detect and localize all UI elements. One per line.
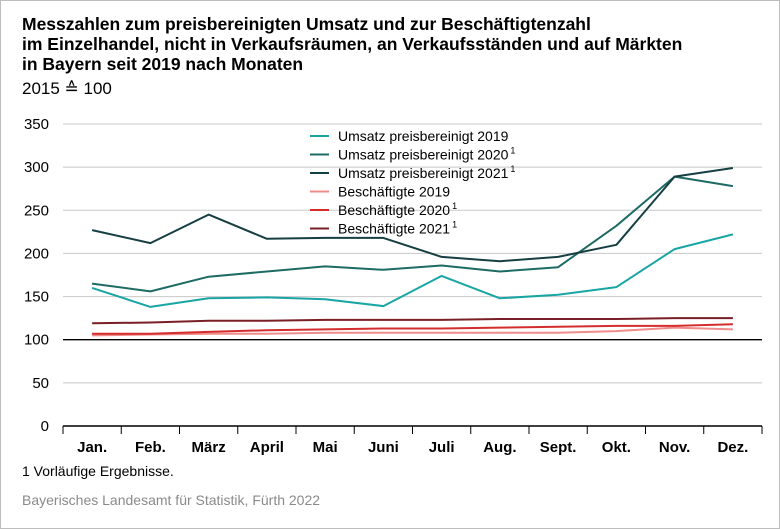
title-line-2: im Einzelhandel, nicht in Verkaufsräumen…	[22, 34, 683, 54]
series-line-2	[91, 175, 734, 293]
legend-label: Beschäftigte 2019	[338, 184, 450, 200]
legend-item: Beschäftigte 2020 1	[338, 201, 457, 218]
legend-label: Umsatz preisbereinigt 2021	[338, 165, 509, 181]
legend-footnote-marker: 1	[452, 220, 457, 230]
x-tick-label: Juni	[368, 439, 399, 456]
y-tick-label: 150	[24, 289, 49, 306]
y-tick-label: 0	[41, 418, 49, 435]
x-tick-label: Sept.	[540, 439, 577, 456]
legend-item: Umsatz preisbereinigt 2019	[338, 128, 509, 144]
series-line-6	[92, 317, 733, 325]
legend-item: Umsatz preisbereinigt 2021 1	[338, 164, 515, 181]
x-tick-label: Aug.	[483, 439, 516, 456]
y-tick-label: 300	[24, 159, 49, 176]
y-tick-label: 100	[24, 332, 49, 349]
y-tick-label: 50	[32, 375, 49, 392]
series-line-5	[92, 323, 733, 335]
title-line-1: Messzahlen zum preisbereinigten Umsatz u…	[22, 14, 591, 34]
title-line-3: in Bayern seit 2019 nach Monaten	[22, 54, 304, 74]
x-tick-label: März	[192, 439, 226, 456]
legend-label: Beschäftigte 2021	[338, 221, 450, 237]
chart-subtitle: 2015 ≙ 100	[22, 79, 112, 98]
series-line-3	[91, 167, 734, 263]
x-tick-label: April	[250, 439, 284, 456]
y-tick-label: 250	[24, 202, 49, 219]
legend-item: Beschäftigte 2019	[338, 184, 450, 200]
legend-footnote-marker: 1	[510, 146, 515, 156]
series-lines	[91, 167, 734, 337]
legend-item: Umsatz preisbereinigt 2020 1	[338, 146, 515, 163]
x-tick-label: Nov.	[659, 439, 690, 456]
legend-item: Beschäftigte 2021 1	[338, 220, 457, 237]
x-axis: Jan. Feb. März April Mai Juni Juli Aug. Sept. Okt…	[62, 425, 763, 456]
legend-label: Beschäftigte 2020	[338, 202, 450, 218]
y-tick-label: 350	[24, 116, 49, 133]
x-tick-label: Okt.	[602, 439, 631, 456]
legend-label: Umsatz preisbereinigt 2020	[338, 147, 509, 163]
x-tick-label: Mai	[313, 439, 338, 456]
footnote: 1 Vorläufige Ergebnisse.	[22, 463, 174, 479]
legend-footnote-marker: 1	[452, 201, 457, 211]
y-axis: 0 50 100 150 200 250 300 350	[24, 116, 49, 435]
series-line-1	[91, 233, 734, 308]
x-tick-label: Feb.	[135, 439, 166, 456]
x-tick-label: Dez.	[717, 439, 748, 456]
series-line-4	[92, 326, 733, 337]
legend: Umsatz preisbereinigt 2019 Umsatz preisbe…	[310, 128, 515, 237]
legend-label: Umsatz preisbereinigt 2019	[338, 128, 509, 144]
y-tick-label: 200	[24, 245, 49, 262]
legend-footnote-marker: 1	[510, 164, 515, 174]
x-tick-label: Jan.	[77, 439, 107, 456]
x-tick-label: Juli	[429, 439, 455, 456]
source-note: Bayerisches Landesamt für Statistik, Für…	[22, 492, 321, 508]
chart-title: Messzahlen zum preisbereinigten Umsatz u…	[22, 14, 772, 74]
